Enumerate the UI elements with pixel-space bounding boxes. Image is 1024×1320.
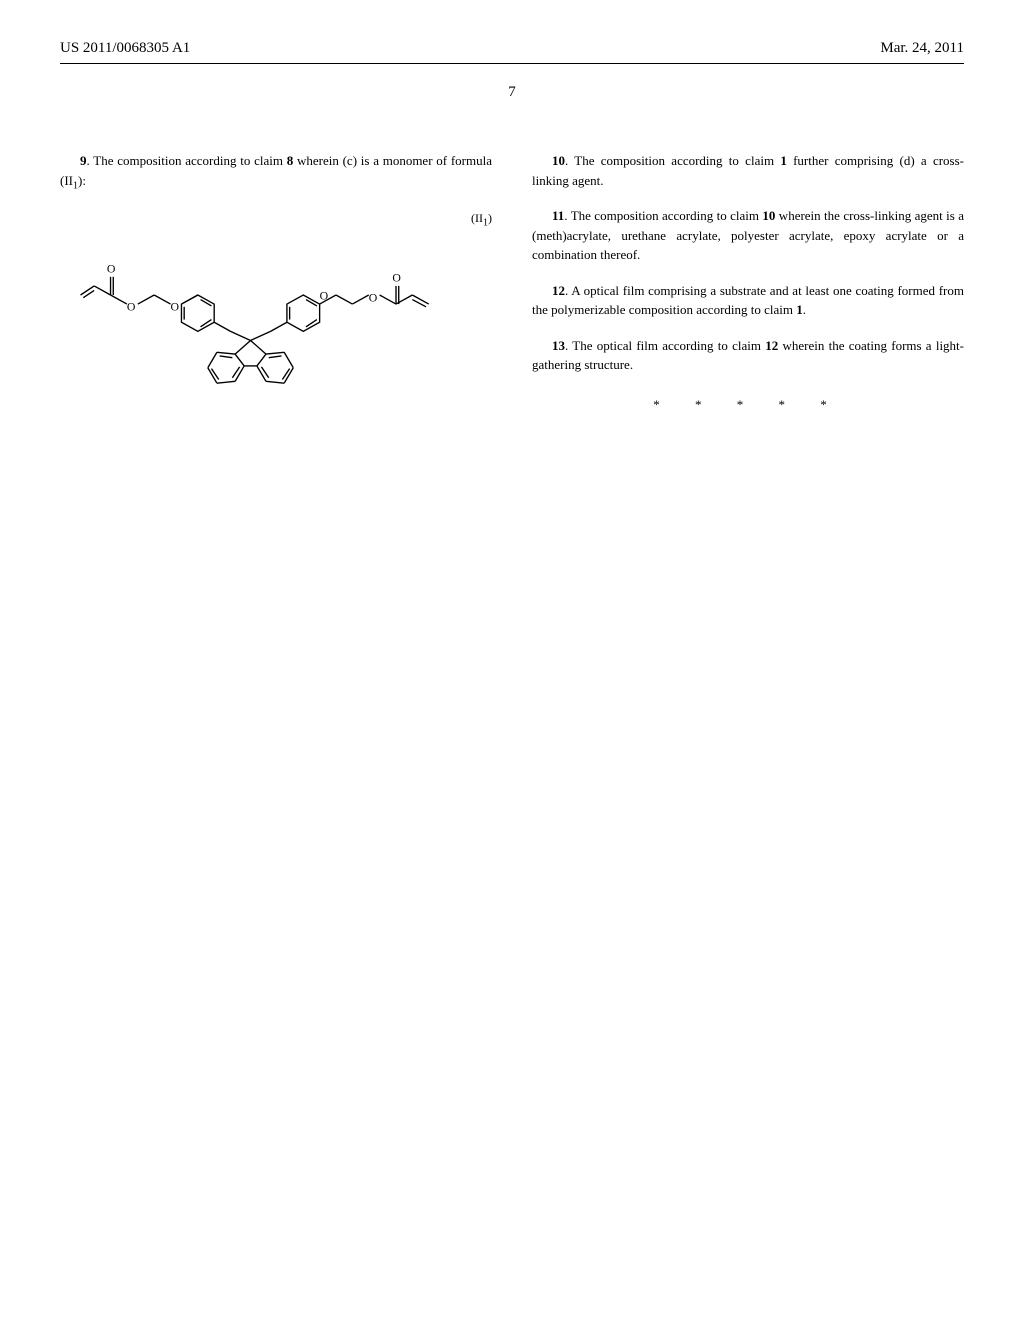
claim-text: . The optical film according to claim: [565, 338, 765, 353]
svg-text:O: O: [171, 300, 180, 314]
page-header: US 2011/0068305 A1 Mar. 24, 2011: [60, 40, 964, 64]
claim-text: . The composition according to claim: [87, 153, 287, 168]
svg-text:O: O: [369, 291, 378, 305]
svg-text:O: O: [392, 271, 401, 285]
end-marker: * * * * *: [532, 395, 964, 415]
claim-11: 11. The composition according to claim 1…: [532, 206, 964, 265]
publication-date: Mar. 24, 2011: [880, 40, 964, 57]
publication-number: US 2011/0068305 A1: [60, 40, 190, 57]
claim-ref: 10: [762, 208, 775, 223]
claim-text: . The composition according to claim: [565, 153, 780, 168]
claim-number: 12: [552, 283, 565, 298]
claim-number: 11: [552, 208, 564, 223]
svg-text:O: O: [320, 289, 329, 303]
claim-text: . The composition according to claim: [564, 208, 762, 223]
right-column: 10. The composition according to claim 1…: [532, 151, 964, 471]
claim-text: .: [803, 302, 806, 317]
claim-number: 10: [552, 153, 565, 168]
claim-13: 13. The optical film according to claim …: [532, 336, 964, 375]
svg-text:O: O: [107, 262, 116, 276]
claim-ref: 12: [765, 338, 778, 353]
claim-12: 12. A optical film comprising a substrat…: [532, 281, 964, 320]
claim-text: . A optical film comprising a substrate …: [532, 283, 964, 318]
left-column: 9. The composition according to claim 8 …: [60, 151, 492, 471]
svg-text:O: O: [127, 300, 136, 314]
claim-text: ):: [78, 173, 86, 188]
claim-10: 10. The composition according to claim 1…: [532, 151, 964, 190]
claim-9: 9. The composition according to claim 8 …: [60, 151, 492, 193]
chemical-structure-icon: O O O: [60, 245, 492, 445]
claim-number: 13: [552, 338, 565, 353]
content-columns: 9. The composition according to claim 8 …: [60, 151, 964, 471]
formula-label: (II1): [60, 209, 492, 230]
page-number: 7: [60, 84, 964, 101]
